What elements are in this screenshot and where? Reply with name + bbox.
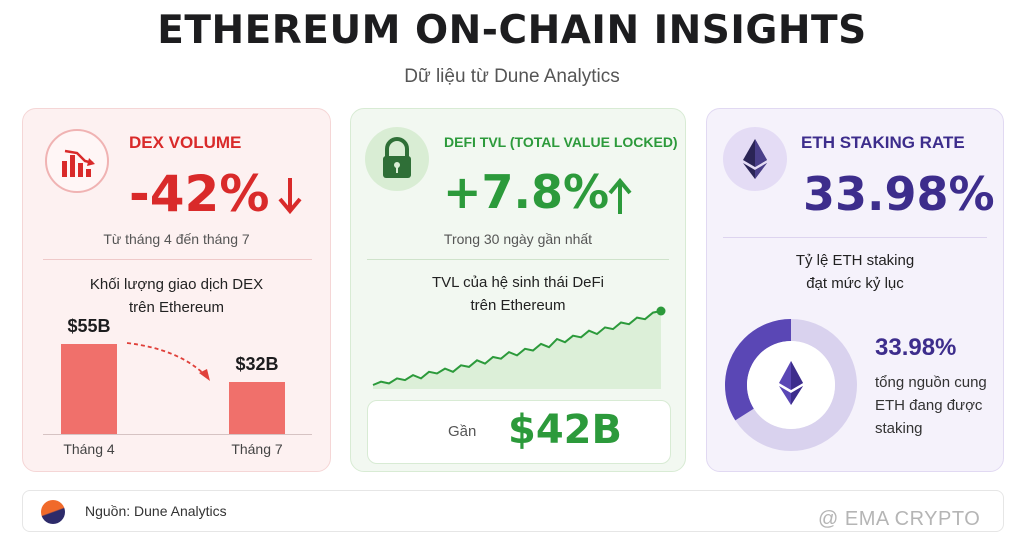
divider (723, 237, 987, 238)
dex-volume-note: Từ tháng 4 đến tháng 7 (103, 231, 250, 247)
source-footer: Nguồn: Dune Analytics (22, 490, 1004, 532)
source-text: Nguồn: Dune Analytics (85, 503, 227, 519)
defi-tvl-title: DEFI TVL (TOTAL VALUE LOCKED) (444, 134, 678, 150)
ethereum-icon (723, 127, 787, 191)
staking-note: Tỷ lệ ETH staking đạt mức kỷ lục (795, 252, 915, 292)
chart-baseline (43, 434, 312, 435)
bar-1 (229, 381, 285, 434)
bar-category-label: Tháng 4 (63, 441, 115, 457)
dex-volume-title: DEX VOLUME (129, 133, 242, 152)
tvl-total-box: Gần $42B (367, 400, 671, 464)
tvl-end-point (656, 306, 666, 316)
donut-description: tổng nguồn cung ETH đang được staking (875, 374, 987, 437)
eth-staking-rate: 33.98% (803, 167, 995, 221)
donut-staked-segment (725, 319, 857, 451)
divider (367, 259, 669, 260)
tvl-total-value: $42B (508, 407, 622, 453)
bar-value-label: $55B (67, 316, 111, 336)
dex-volume-card: DEX VOLUME -42% Từ tháng 4 đến tháng 7 K… (22, 108, 331, 472)
defi-tvl-change: +7.8% (443, 165, 610, 219)
bar-0 (61, 344, 117, 434)
dune-logo (41, 500, 65, 524)
tvl-line (372, 310, 662, 386)
tvl-area-chart (372, 306, 666, 389)
eth-staking-card: ETH STAKING RATE 33.98% Tỷ lệ ETH stakin… (706, 108, 1004, 472)
bar-category-label: Tháng 7 (231, 441, 283, 457)
divider (43, 259, 312, 260)
dex-chart-title: Khối lượng giao dịch DEX trên Ethereum (89, 276, 264, 316)
down-arrow-icon (277, 175, 303, 220)
trend-arrow (126, 342, 210, 381)
dex-volume-change: -42% (129, 165, 270, 223)
ethereum-icon (779, 361, 803, 405)
bar-value-label: $32B (235, 353, 279, 374)
donut-percent: 33.98% (875, 334, 957, 361)
lock-icon (365, 127, 429, 191)
page-subtitle: Dữ liệu từ Dune Analytics (404, 66, 620, 87)
tvl-chart-title: TVL của hệ sinh thái DeFi trên Ethereum (431, 274, 605, 314)
chart-down-icon (45, 129, 109, 193)
defi-tvl-note: Trong 30 ngày gần nhất (443, 231, 593, 247)
up-arrow-icon (607, 177, 633, 222)
eth-staking-title: ETH STAKING RATE (801, 133, 965, 152)
watermark: @ EMA CRYPTO (818, 508, 981, 530)
tvl-total-label: Gần (448, 423, 477, 440)
staking-donut-chart (725, 319, 857, 451)
page-title: ETHEREUM ON-CHAIN INSIGHTS (157, 8, 867, 53)
defi-tvl-card: DEFI TVL (TOTAL VALUE LOCKED) +7.8% Tron… (350, 108, 686, 472)
